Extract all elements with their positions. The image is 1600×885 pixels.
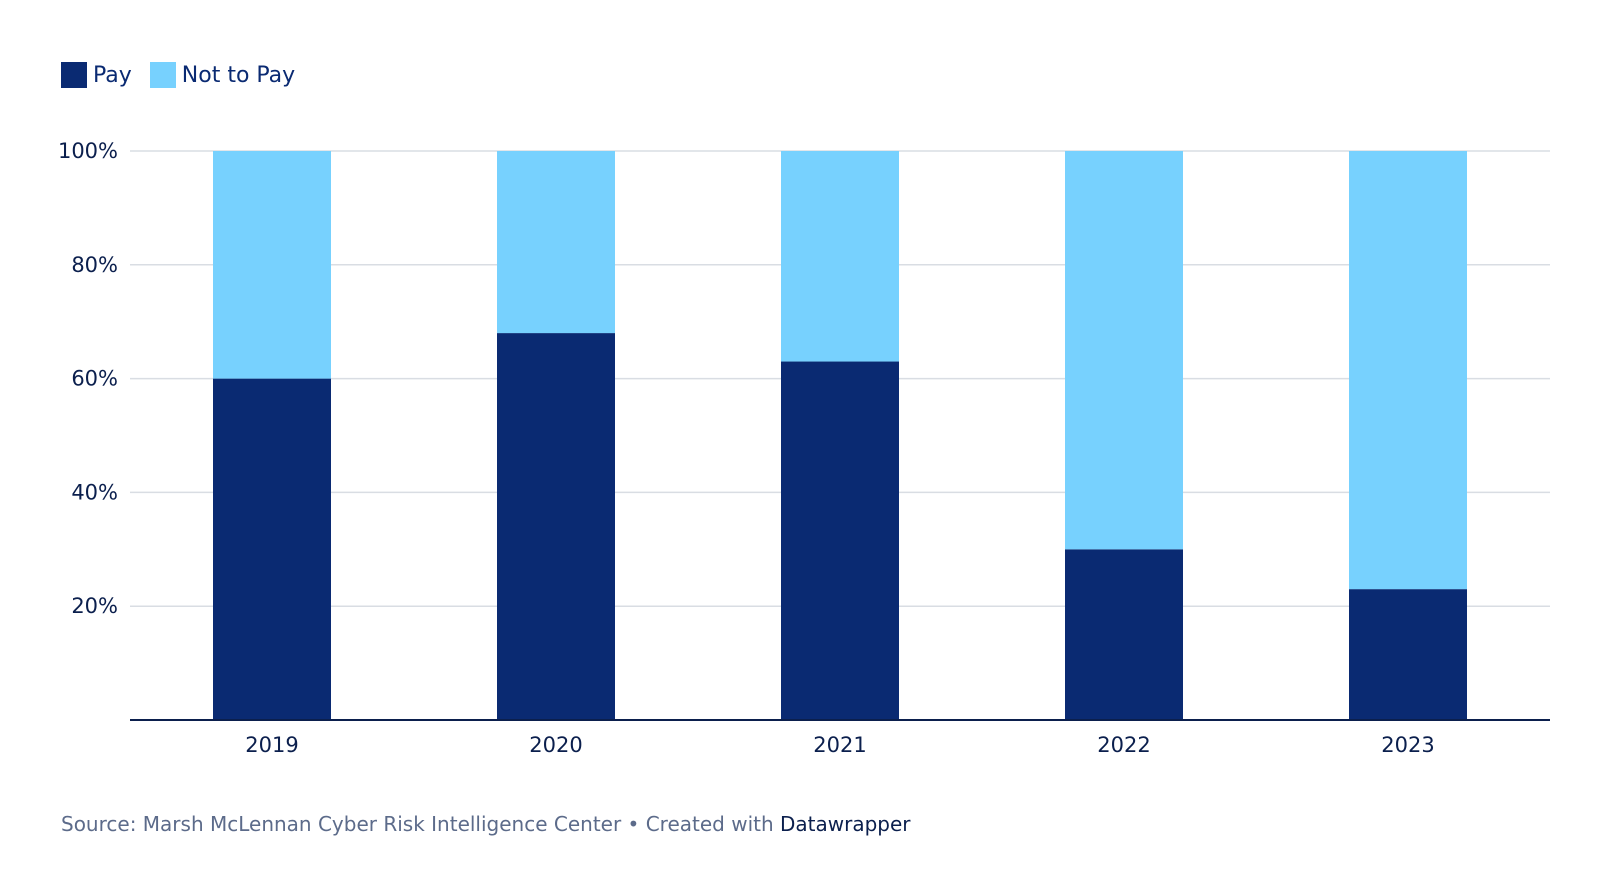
chart-legend: Pay Not to Pay (61, 62, 313, 88)
y-tick-label: 20% (71, 594, 118, 618)
datawrapper-link[interactable]: Datawrapper (780, 812, 911, 836)
y-tick-label: 40% (71, 480, 118, 504)
x-tick-label: 2021 (813, 733, 866, 757)
bar-pay-2020 (497, 333, 615, 720)
legend-label-pay: Pay (93, 62, 132, 88)
x-tick-label: 2023 (1381, 733, 1434, 757)
bar-not-to-pay-2021 (781, 151, 899, 362)
bar-not-to-pay-2022 (1065, 151, 1183, 550)
legend-label-not-to-pay: Not to Pay (181, 62, 296, 88)
x-tick-label: 2019 (245, 733, 298, 757)
bar-pay-2019 (213, 378, 331, 720)
source-text: Source: Marsh McLennan Cyber Risk Intell… (61, 812, 781, 836)
bar-not-to-pay-2023 (1349, 151, 1467, 590)
bar-pay-2021 (781, 361, 899, 720)
bar-pay-2022 (1065, 549, 1183, 720)
legend-swatch-pay (61, 62, 87, 88)
legend-item-not-to-pay: Not to Pay (149, 62, 296, 88)
bar-pay-2023 (1349, 589, 1467, 720)
bar-not-to-pay-2019 (213, 151, 331, 379)
x-tick-label: 2020 (529, 733, 582, 757)
y-tick-label: 100% (58, 139, 118, 163)
legend-swatch-not-to-pay (149, 62, 176, 88)
y-tick-label: 80% (71, 253, 118, 277)
source-note: Source: Marsh McLennan Cyber Risk Intell… (61, 812, 911, 836)
bar-not-to-pay-2020 (497, 151, 615, 334)
x-tick-label: 2022 (1097, 733, 1150, 757)
y-tick-label: 60% (71, 367, 118, 391)
legend-item-pay: Pay (61, 62, 132, 88)
